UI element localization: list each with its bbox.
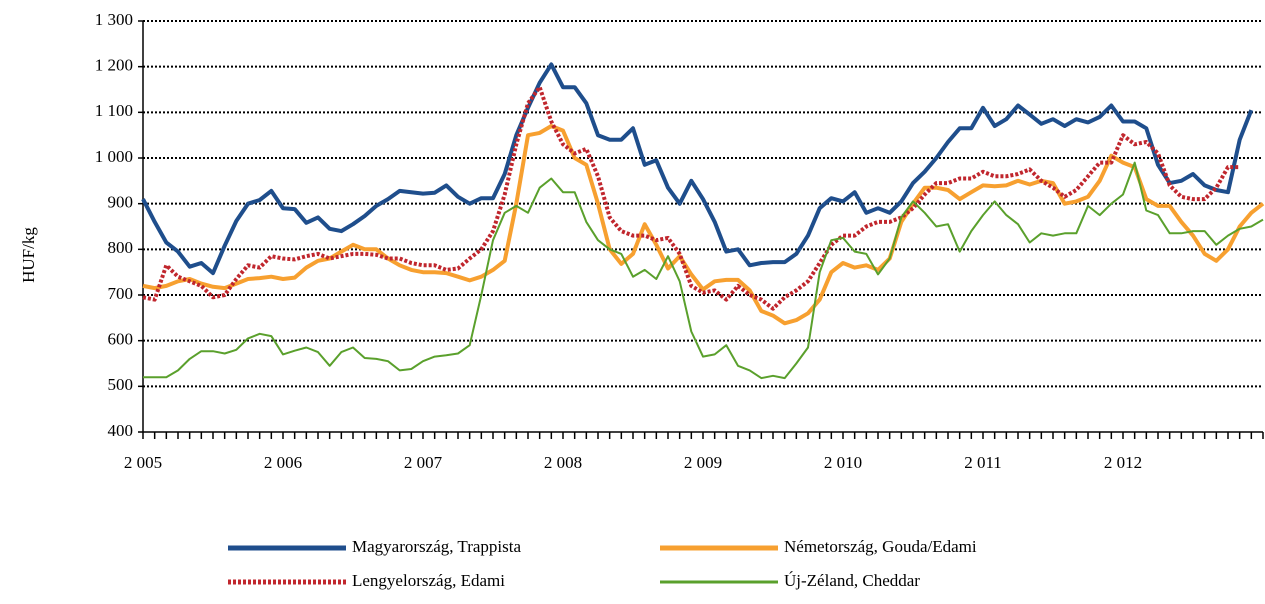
y-tick-label: 500 [108,375,134,394]
legend-label: Németország, Gouda/Edami [784,537,977,556]
y-tick-label: 1 100 [95,101,133,120]
y-tick-label: 400 [108,421,134,440]
y-axis-label: HUF/kg [19,227,38,283]
x-tick-label: 2 006 [264,453,302,472]
y-tick-label: 1 200 [95,56,133,75]
x-tick-label: 2 008 [544,453,582,472]
y-tick-label: 700 [108,284,134,303]
x-tick-label: 2 009 [684,453,722,472]
x-tick-label: 2 012 [1104,453,1142,472]
y-tick-label: 1 000 [95,147,133,166]
y-tick-label: 1 300 [95,10,133,29]
legend-label: Magyarország, Trappista [352,537,521,556]
x-tick-label: 2 011 [964,453,1002,472]
legend-label: Új-Zéland, Cheddar [784,571,920,590]
x-tick-label: 2 007 [404,453,443,472]
series-line [143,161,1264,380]
y-tick-label: 900 [108,193,134,212]
y-tick-label: 600 [108,330,134,349]
y-tick-label: 800 [108,238,134,257]
x-tick-label: 2 010 [824,453,862,472]
series-line [142,124,1265,326]
legend-label: Lengyelország, Edami [352,571,505,590]
x-tick-label: 2 005 [124,453,162,472]
series-line [142,85,1240,311]
series-line [141,62,1254,276]
